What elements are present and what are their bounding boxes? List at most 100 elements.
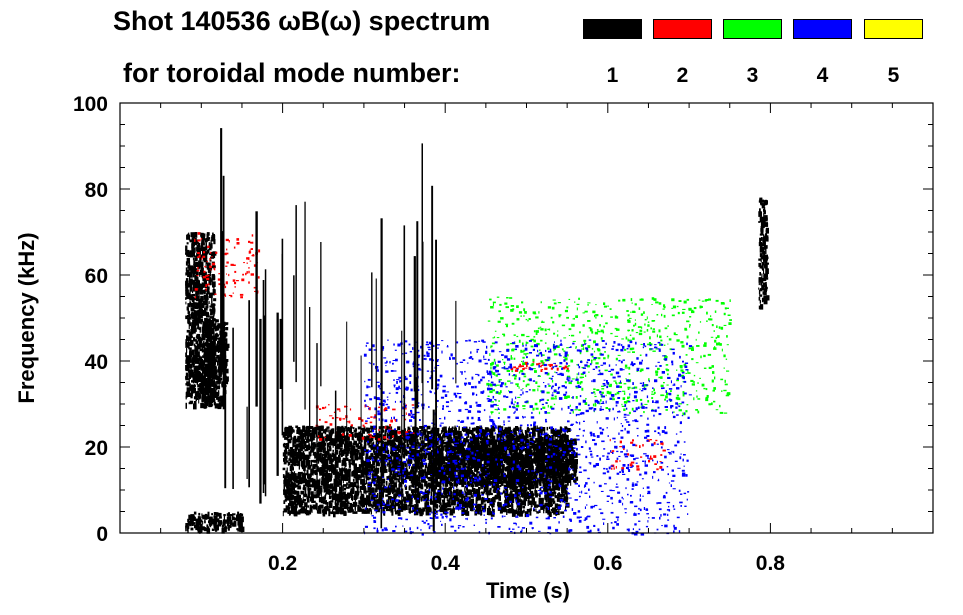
spectral-point — [288, 487, 293, 492]
spectral-point — [207, 332, 211, 336]
spectral-point — [475, 427, 478, 430]
spectral-point — [336, 443, 340, 450]
spectral-point — [209, 363, 214, 368]
spectral-point — [185, 246, 188, 249]
spectral-point — [327, 488, 331, 492]
spectral-point — [189, 349, 191, 355]
spectral-point — [300, 452, 302, 457]
spectral-point — [317, 487, 322, 494]
spectral-point — [185, 339, 187, 345]
spectral-point — [216, 343, 219, 346]
spectral-point — [193, 367, 196, 374]
spectral-point — [202, 360, 205, 365]
spectral-point — [346, 504, 349, 511]
spectral-point — [338, 473, 341, 476]
spectral-point — [308, 432, 313, 437]
spectral-point — [204, 329, 207, 334]
spectral-point — [314, 491, 316, 495]
spectral-point — [560, 511, 565, 514]
spectral-point — [290, 502, 292, 507]
spectral-point — [481, 491, 485, 494]
spectral-point — [474, 483, 479, 487]
spectral-point — [194, 378, 199, 384]
spectral-point — [482, 440, 486, 444]
spectral-point — [448, 498, 451, 502]
spectral-point — [205, 315, 210, 318]
spectral-point — [290, 472, 294, 477]
spectral-point — [486, 509, 489, 515]
spectral-point — [425, 500, 428, 503]
spectral-point — [213, 298, 217, 302]
spectral-point — [202, 397, 205, 401]
spectral-point — [404, 503, 407, 508]
spectral-point — [406, 450, 410, 455]
spectral-point — [366, 470, 370, 476]
spectral-point — [375, 488, 378, 492]
spectral-point — [409, 448, 414, 453]
spectral-point — [185, 342, 188, 345]
spectral-point — [204, 391, 207, 395]
spectral-point — [309, 426, 314, 430]
spectral-point — [510, 502, 513, 505]
spectral-point — [489, 428, 494, 433]
spectral-point — [325, 490, 328, 495]
spectral-point — [201, 237, 204, 243]
spectral-point — [410, 479, 413, 484]
spectral-point — [535, 494, 538, 498]
spectral-point — [423, 455, 427, 461]
spectral-point — [309, 434, 313, 440]
spectral-point — [415, 441, 420, 445]
spectral-point — [329, 467, 332, 472]
spectral-point — [372, 495, 376, 501]
spectral-point — [420, 473, 425, 478]
spectral-point — [357, 426, 361, 430]
spectral-point — [336, 473, 338, 477]
spectral-point — [194, 284, 199, 288]
spectral-point — [202, 366, 204, 371]
spectral-point — [498, 502, 502, 506]
spectral-point — [517, 489, 520, 492]
spectral-point — [361, 463, 364, 469]
spectral-point — [393, 437, 398, 442]
spectral-point — [504, 429, 508, 434]
spectral-point — [321, 443, 325, 449]
spectral-point — [540, 497, 544, 502]
spectral-point — [551, 483, 555, 488]
spectral-point — [352, 442, 355, 446]
spectral-point — [397, 489, 399, 496]
spectral-point — [351, 446, 355, 449]
spectral-point — [422, 426, 426, 429]
spectral-point — [430, 432, 433, 439]
spectral-point — [489, 436, 493, 439]
spectral-point — [290, 455, 293, 458]
spectral-point — [282, 510, 284, 517]
spectral-point — [510, 454, 513, 460]
spectral-point — [330, 511, 333, 515]
spectral-point — [529, 470, 533, 474]
spectral-point — [402, 498, 405, 502]
spectral-point — [412, 426, 416, 431]
spectral-point — [193, 247, 196, 251]
spectral-point — [332, 495, 336, 501]
spectral-point — [185, 286, 188, 291]
spectral-point — [210, 360, 213, 365]
spectral-point — [409, 494, 413, 499]
spectral-point — [512, 483, 517, 489]
spectral-point — [298, 442, 301, 447]
spectral-point — [501, 506, 505, 511]
spectral-point — [210, 321, 215, 327]
spectral-point — [489, 492, 493, 496]
spectral-point — [423, 492, 428, 498]
spectral-point — [208, 390, 211, 394]
spectral-point — [201, 234, 204, 240]
spectral-point — [412, 477, 416, 483]
spectral-point — [213, 239, 216, 245]
spectral-point — [218, 371, 221, 377]
spectral-point — [193, 300, 195, 306]
spectral-point — [210, 371, 213, 375]
spectral-point — [205, 324, 208, 331]
spectral-point — [396, 452, 399, 455]
spectral-point — [293, 509, 296, 515]
spectral-point — [201, 390, 205, 397]
spectral-point — [313, 485, 316, 491]
